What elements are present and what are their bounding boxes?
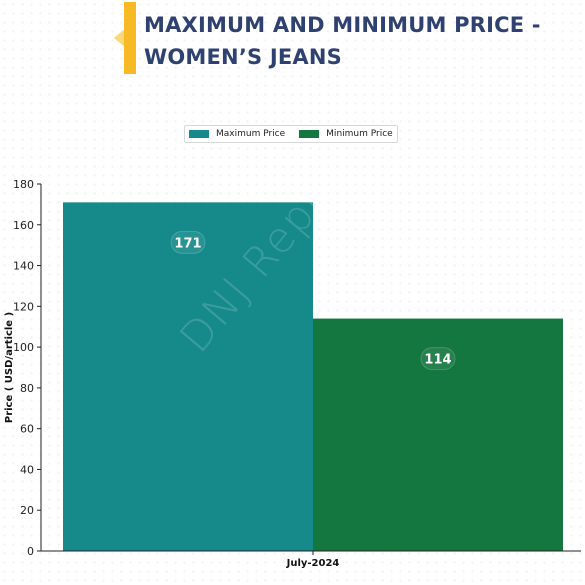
y-tick-label: 120: [13, 300, 34, 313]
data-label-maximum: 171: [174, 236, 201, 251]
data-label-bg-1: [420, 347, 456, 371]
legend-item-maximum: Maximum Price: [189, 129, 285, 139]
y-tick-label: 100: [13, 341, 34, 354]
y-tick-label: 180: [13, 178, 34, 191]
legend-swatch-minimum: [299, 130, 320, 138]
y-axis-label: Price ( USD/article ): [4, 312, 15, 423]
legend-item-minimum: Minimum Price: [299, 129, 393, 139]
legend-label-maximum: Maximum Price: [216, 129, 286, 139]
y-tick-label: 20: [20, 504, 34, 517]
y-tick-label: 60: [20, 423, 34, 436]
chart-legend: Maximum Price Minimum Price: [184, 125, 398, 143]
legend-swatch-maximum: [189, 130, 209, 138]
y-tick-label: 160: [13, 219, 34, 232]
y-tick-label: 140: [13, 260, 34, 273]
legend-label-minimum: Minimum Price: [326, 129, 393, 139]
y-tick-label: 40: [20, 463, 34, 476]
chart-title: MAXIMUM AND MINIMUM PRICE - WOMEN’S JEAN…: [144, 9, 574, 73]
bracket-logo-icon: [114, 2, 136, 74]
chart-title-line-2: WOMEN’S JEANS: [144, 45, 342, 69]
data-label-bg-0: [170, 230, 206, 254]
y-tick-label: 0: [27, 545, 34, 558]
bar-maximum: [63, 202, 313, 551]
data-label-minimum: 114: [424, 353, 451, 368]
chart-title-line-1: MAXIMUM AND MINIMUM PRICE -: [144, 13, 541, 37]
chart-header: MAXIMUM AND MINIMUM PRICE - WOMEN’S JEAN…: [102, 0, 582, 80]
bar-minimum: [313, 318, 563, 551]
y-tick-label: 80: [20, 382, 34, 395]
x-tick-label: July-2024: [286, 558, 340, 569]
